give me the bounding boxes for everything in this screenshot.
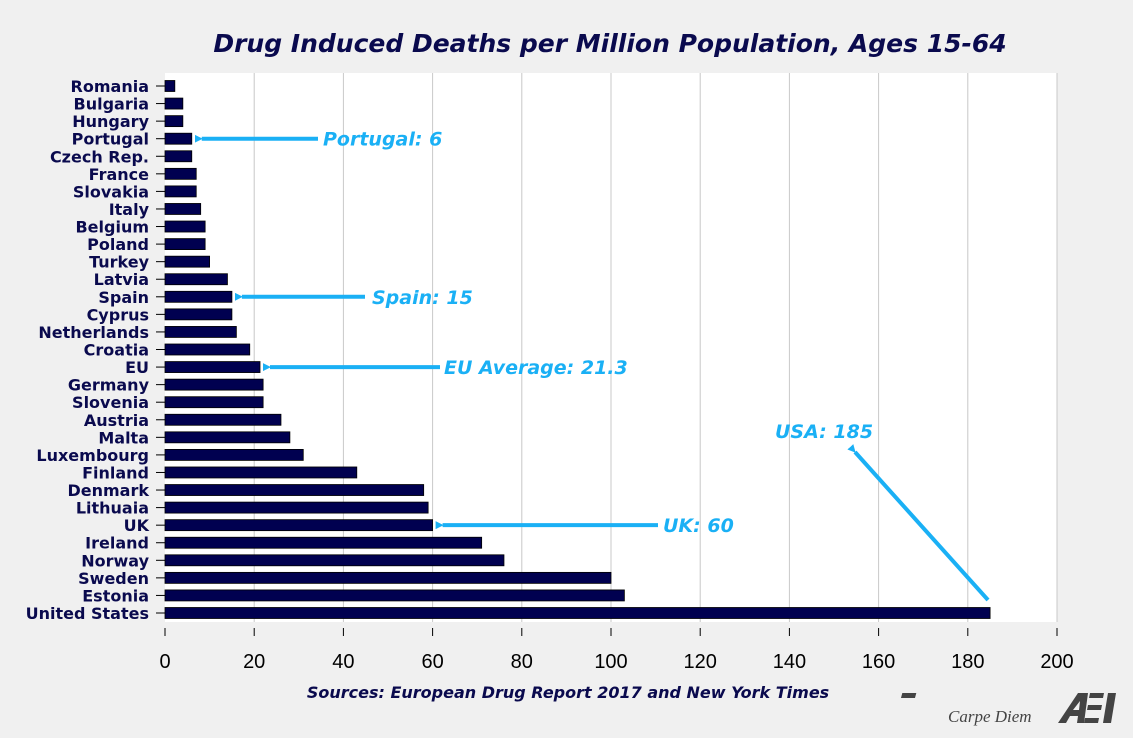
x-tick-label: 200 [1040, 651, 1073, 673]
category-label: Italy [109, 200, 150, 219]
bar-portugal [164, 132, 193, 145]
bar-italy [164, 203, 202, 215]
x-tick-label: 60 [421, 651, 443, 673]
category-label: Denmark [67, 481, 149, 500]
category-label: Luxembourg [36, 446, 149, 465]
bar-united-states [164, 607, 991, 619]
bar-latvia [164, 273, 228, 286]
category-label: Romania [71, 77, 149, 96]
bar-lithuaia [164, 501, 429, 514]
bar-netherlands [164, 326, 237, 338]
bar-poland [164, 238, 206, 251]
category-label: UK [124, 516, 150, 535]
bar-turkey [164, 255, 210, 268]
category-label: Hungary [72, 112, 149, 131]
aei-logo [900, 693, 1116, 723]
annotation-label: UK: 60 [663, 515, 734, 537]
annotation-arrow [847, 444, 990, 602]
source-note: Sources: European Drug Report 2017 and N… [307, 683, 829, 702]
category-label: France [89, 165, 149, 184]
bar-france [164, 167, 197, 180]
category-label: Portugal [72, 130, 149, 149]
category-label: Finland [82, 463, 149, 482]
category-label: Germany [68, 376, 150, 395]
category-label: Turkey [89, 253, 150, 272]
bar-estonia [164, 589, 625, 602]
annotation-label: USA: 185 [775, 421, 873, 443]
category-label: Sweden [78, 569, 149, 588]
x-tick-label: 160 [862, 651, 895, 673]
bar-romania [164, 80, 176, 92]
x-tick-label: 140 [773, 651, 806, 673]
bar-luxembourg [164, 448, 304, 461]
x-tick-label: 40 [332, 651, 354, 673]
category-label: Poland [87, 235, 149, 254]
bar-austria [164, 413, 282, 426]
x-tick-label: 20 [243, 651, 265, 673]
annotation-label: Spain: 15 [372, 287, 473, 309]
category-label: Spain [98, 288, 149, 307]
category-label: United States [26, 604, 149, 623]
category-label: Netherlands [38, 323, 149, 342]
bar-uk [164, 519, 434, 532]
category-label: Latvia [94, 270, 149, 289]
bar-norway [164, 554, 505, 567]
x-tick-label: 120 [684, 651, 717, 673]
bar-ireland [164, 536, 483, 549]
bar-sweden [164, 571, 612, 584]
category-label: Malta [98, 428, 149, 447]
bar-germany [164, 378, 264, 391]
category-label: Cyprus [87, 305, 149, 324]
bar-bulgaria [164, 97, 184, 110]
bar-cyprus [164, 308, 233, 321]
category-label: Czech Rep. [50, 147, 149, 166]
bar-eu [164, 361, 261, 373]
category-label: EU [125, 358, 149, 377]
bar-czech-rep- [164, 150, 193, 163]
bar-malta [164, 431, 291, 444]
category-label: Norway [81, 551, 149, 570]
bar-denmark [164, 484, 425, 496]
x-tick-label: 80 [511, 651, 533, 673]
bar-spain [164, 290, 233, 303]
chart-title: Drug Induced Deaths per Million Populati… [213, 29, 1006, 58]
category-label: Lithuaia [76, 499, 149, 518]
annotation-label: Portugal: 6 [323, 129, 442, 151]
x-tick-label: 0 [159, 651, 170, 673]
category-label: Croatia [84, 341, 149, 360]
bar-belgium [164, 220, 206, 233]
category-label: Slovakia [73, 182, 149, 201]
bar-finland [164, 466, 358, 479]
bar-slovenia [164, 396, 264, 409]
bar-croatia [164, 343, 251, 356]
category-label: Estonia [82, 586, 149, 605]
blog-name: Carpe Diem [948, 707, 1032, 726]
bar-slovakia [164, 185, 197, 198]
x-tick-label: 100 [594, 651, 627, 673]
category-label: Austria [84, 411, 149, 430]
bar-hungary [164, 115, 184, 128]
category-label: Slovenia [72, 393, 149, 412]
x-tick-label: 180 [951, 651, 984, 673]
category-label: Ireland [85, 534, 149, 553]
category-label: Bulgaria [74, 95, 150, 114]
annotation-label: EU Average: 21.3 [444, 357, 628, 379]
category-label: Belgium [75, 218, 149, 237]
